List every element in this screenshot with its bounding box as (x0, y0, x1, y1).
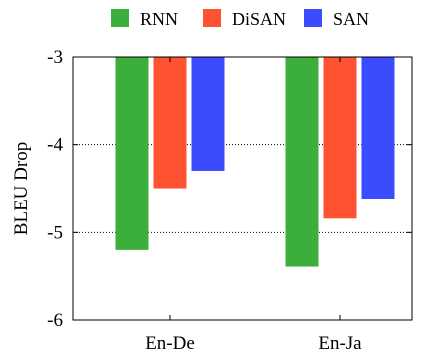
legend-label-rnn: RNN (140, 9, 178, 29)
y-tick-label: -5 (47, 222, 63, 243)
legend-swatch-rnn (111, 9, 129, 27)
y-tick-label: -3 (47, 47, 63, 68)
x-category-label: En-De (145, 333, 195, 354)
bar-rnn-en-ja (285, 57, 319, 267)
legend-label-disan: DiSAN (232, 9, 286, 29)
x-category-label: En-Ja (318, 333, 362, 354)
x-axis: En-De En-Ja (145, 57, 362, 354)
bar-disan-en-ja (323, 57, 357, 219)
bar-rnn-en-de (115, 57, 149, 250)
legend-swatch-san (304, 9, 322, 27)
legend-label-san: SAN (333, 9, 369, 29)
y-tick-label: -4 (47, 135, 63, 156)
y-tick-label: -6 (47, 310, 63, 331)
bar-san-en-ja (361, 57, 395, 200)
bar-san-en-de (191, 57, 225, 171)
legend-swatch-disan (203, 9, 221, 27)
bars-group (115, 57, 395, 267)
bar-disan-en-de (153, 57, 187, 189)
plot-frame (72, 56, 413, 321)
y-axis-label: BLEU Drop (11, 142, 32, 235)
y-axis: -3 -4 -5 -6 (47, 47, 412, 331)
chart-legend: RNN DiSAN SAN (111, 9, 369, 29)
